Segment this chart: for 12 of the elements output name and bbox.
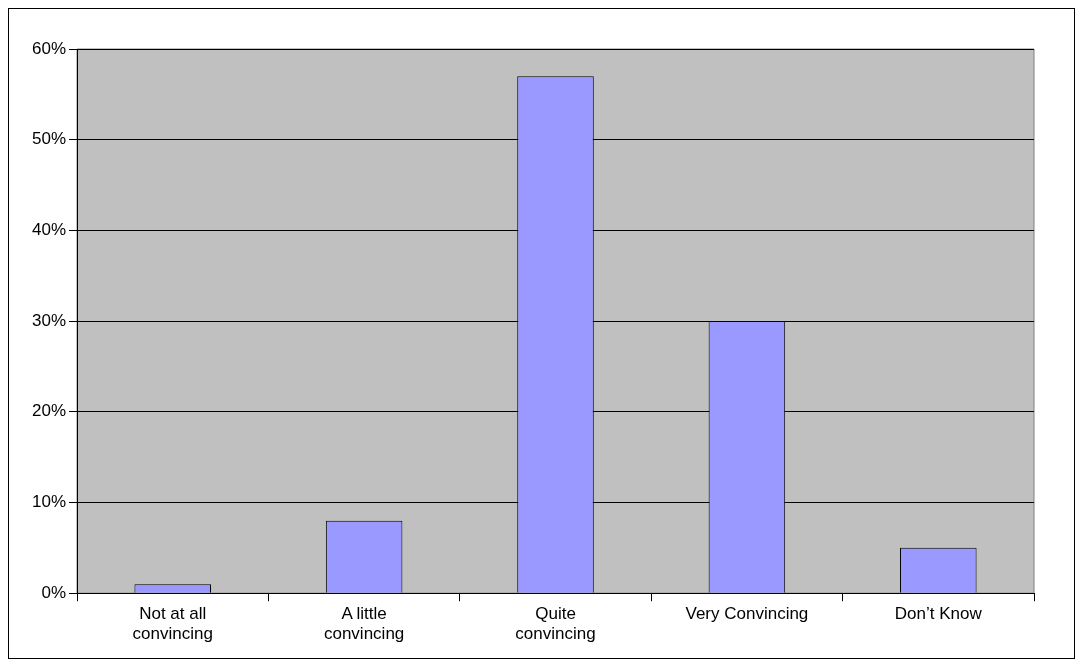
y-tick-label: 20% — [31, 401, 67, 421]
x-tick-label: A little convincing — [323, 604, 405, 644]
y-tick-label: 10% — [31, 492, 67, 512]
y-tick-label: 0% — [41, 582, 67, 602]
x-tick-label: Don’t Know — [894, 604, 983, 624]
y-tick-label: 50% — [31, 129, 67, 149]
y-tick-label: 60% — [31, 38, 67, 58]
y-tick-label: 40% — [31, 220, 67, 240]
x-tick-label: Not at all convincing — [132, 604, 213, 644]
x-tick-label: Quite convincing — [515, 604, 596, 644]
y-tick-label: 30% — [31, 310, 67, 330]
x-tick-label: Very Convincing — [685, 604, 809, 624]
